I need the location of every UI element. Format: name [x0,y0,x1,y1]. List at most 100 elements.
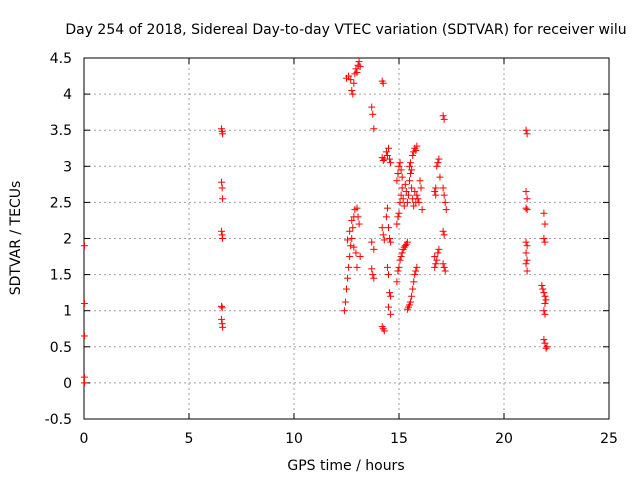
data-point [395,209,403,217]
data-point [355,58,363,66]
data-point [540,209,548,217]
data-point [368,103,376,111]
data-point [369,271,377,279]
data-point [439,184,447,192]
data-point [523,130,531,138]
data-point [523,267,531,275]
data-point [340,307,348,315]
y-tick-label: 4.5 [50,51,72,67]
data-point [416,177,424,185]
data-points [80,58,551,387]
data-point [435,155,443,163]
data-point [218,227,226,235]
data-point [411,271,419,279]
y-tick-label: 0 [63,376,72,392]
data-point [541,299,549,307]
data-point [406,301,413,309]
data-point [352,65,360,73]
data-point [432,260,440,268]
y-tick-label: 3 [63,159,72,175]
y-tick-label: 2 [63,232,72,248]
data-point [413,191,421,199]
x-tick-label: 0 [80,431,89,447]
y-tick-label: 2.5 [50,195,72,211]
data-point [541,238,549,246]
data-point [80,379,88,387]
data-point [380,327,388,335]
data-point [386,289,394,297]
data-point [385,144,392,152]
data-point [403,198,411,206]
data-point [370,245,378,253]
data-point [379,231,387,239]
data-point [440,191,448,199]
data-point [398,184,406,192]
data-point [413,263,421,271]
data-point [348,235,356,242]
data-point [380,236,388,244]
y-tick-label: 1.5 [50,268,72,284]
data-point [385,271,392,279]
data-point [440,263,448,271]
y-tick-label: -0.5 [45,412,72,428]
data-point [431,188,439,196]
data-point [386,235,394,242]
data-point [435,245,443,253]
data-point [412,146,420,154]
data-point [522,249,530,257]
data-point [401,242,409,250]
data-point [441,198,449,206]
data-point [410,278,418,286]
data-point [432,191,440,199]
data-point [439,227,447,235]
data-point [440,115,448,123]
data-point [522,238,530,246]
data-point [346,253,354,261]
data-point [395,263,403,271]
data-point [397,166,405,174]
axis-ticks [83,57,610,420]
data-point [442,206,450,214]
data-point [411,188,419,196]
data-point [356,253,364,261]
data-point [431,263,439,271]
data-point [406,162,413,170]
data-point [412,267,420,275]
data-point [397,191,405,199]
data-point [407,159,415,167]
y-tick-label: 0.5 [50,340,72,356]
data-point [409,151,417,159]
data-point [431,253,439,261]
data-point [80,242,88,250]
data-point [397,253,405,261]
data-point [368,265,376,273]
data-point [218,184,226,192]
data-point [368,238,376,246]
data-point [218,302,226,310]
data-point [407,170,415,178]
data-point [356,63,364,71]
data-point [434,249,442,257]
data-point [539,285,547,293]
data-point [439,112,447,120]
data-point [541,339,549,347]
data-point [393,220,401,228]
y-tick-label: 4 [63,87,72,103]
data-point [80,299,88,307]
data-point [219,323,227,331]
data-point [432,184,440,192]
data-point [383,204,391,212]
data-point [385,224,392,232]
data-point [348,86,356,94]
data-point [418,206,426,214]
data-point [387,310,395,318]
data-point [347,242,355,250]
data-point [398,173,406,181]
data-point [522,188,530,196]
data-point [415,198,423,206]
data-point [387,292,395,300]
data-point [404,191,412,199]
data-point [350,243,358,251]
data-point [347,76,355,84]
